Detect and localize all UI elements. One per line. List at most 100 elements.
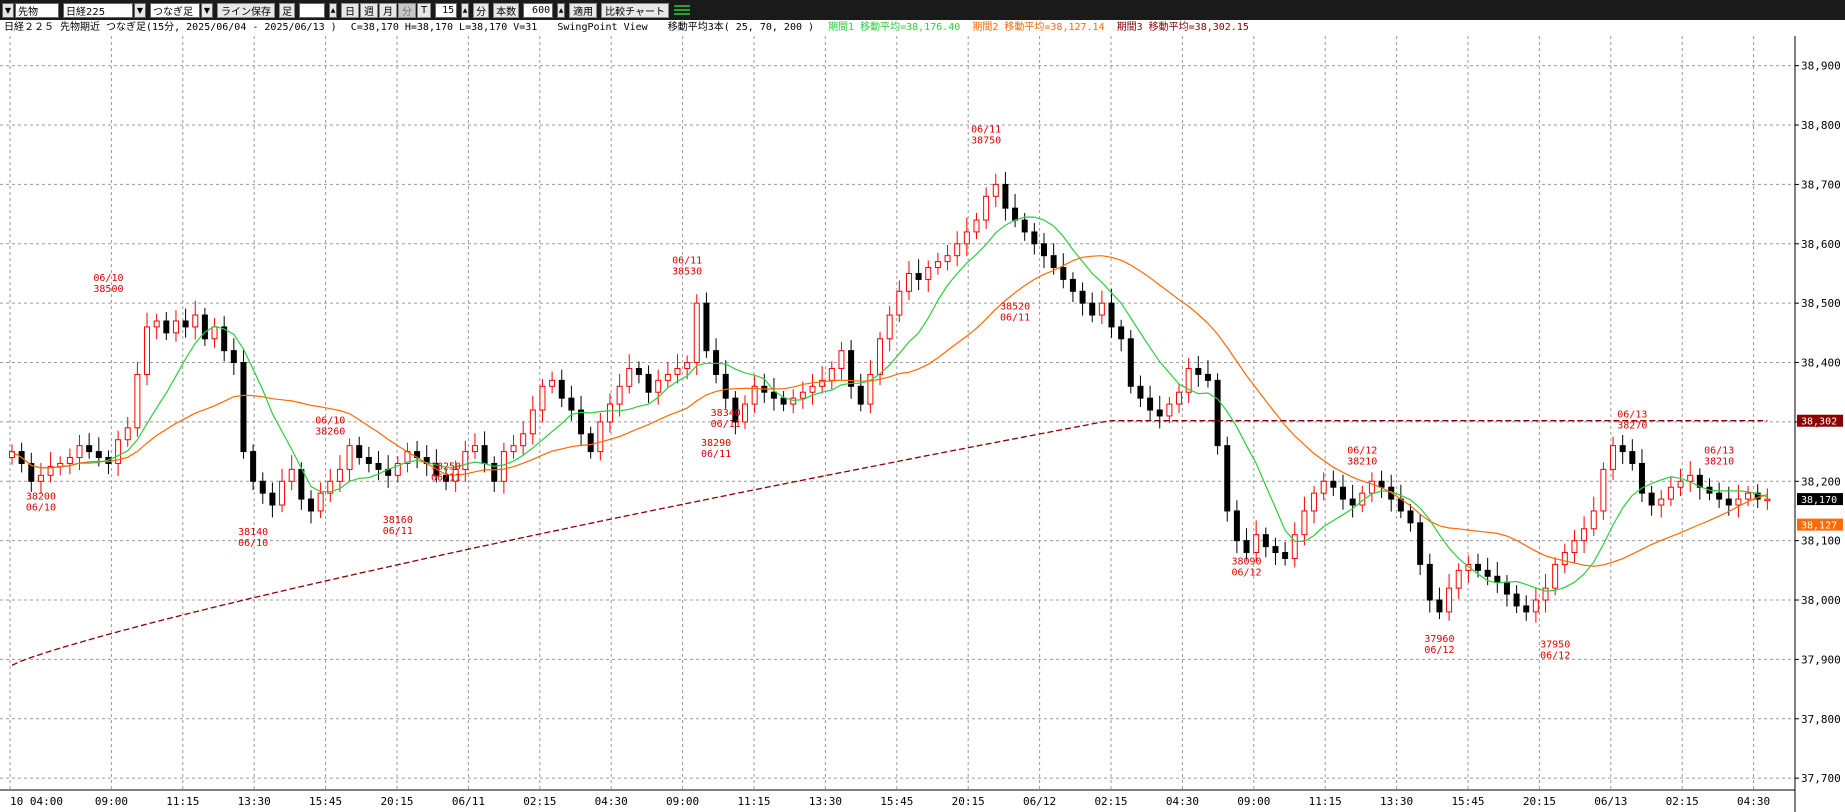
candle-body bbox=[549, 379, 556, 387]
apply-button[interactable]: 適用 bbox=[569, 2, 598, 18]
line-save-button[interactable]: ライン保存 bbox=[217, 2, 275, 18]
view-name: SwingPoint View bbox=[557, 22, 648, 33]
symbol-select[interactable]: 日経225 ▼ bbox=[63, 2, 146, 18]
toolbar: ▼ 先物 日経225 ▼ つなぎ足 ▼ ライン保存 足 ▲ 日 週 月 分 T … bbox=[0, 0, 1845, 20]
candle-body bbox=[1262, 534, 1269, 548]
candle-body bbox=[66, 457, 73, 464]
candle-body bbox=[722, 373, 729, 399]
candle-body bbox=[693, 302, 700, 364]
spin-icon[interactable]: ▲ bbox=[557, 2, 566, 18]
candle-body bbox=[28, 462, 35, 482]
spin-icon[interactable]: ▲ bbox=[461, 2, 470, 18]
contract-select[interactable]: つなぎ足 ▼ bbox=[150, 2, 213, 18]
candle-body bbox=[124, 427, 131, 441]
candle-body bbox=[1475, 563, 1482, 571]
candle-body bbox=[799, 391, 806, 399]
candle-body bbox=[1021, 219, 1028, 233]
candle-body bbox=[1696, 474, 1703, 488]
candle-body bbox=[539, 385, 546, 411]
price-tag-bg bbox=[1797, 414, 1843, 427]
candle-body bbox=[481, 445, 488, 464]
x-tick-label: 02:15 bbox=[523, 795, 556, 808]
candle-body bbox=[1426, 563, 1433, 601]
y-tick-label: 38,900 bbox=[1801, 60, 1841, 73]
foot-input[interactable] bbox=[299, 2, 325, 18]
period-button-day[interactable]: 日 bbox=[341, 2, 359, 18]
candle-body bbox=[288, 468, 295, 482]
candle-body bbox=[201, 314, 208, 340]
candle-body bbox=[1735, 498, 1742, 506]
candle-body bbox=[742, 403, 749, 423]
candle-body bbox=[259, 480, 266, 494]
candle-body bbox=[732, 397, 739, 423]
candle-body bbox=[1648, 492, 1655, 506]
candle-body bbox=[1204, 373, 1211, 381]
x-tick-label: 13:30 bbox=[809, 795, 842, 808]
contract-select-value[interactable]: つなぎ足 bbox=[150, 2, 200, 18]
period-button-month[interactable]: 月 bbox=[379, 2, 397, 18]
foot-label: 足 bbox=[279, 2, 295, 18]
candle-body bbox=[1378, 480, 1385, 488]
interval-unit-label: 分 bbox=[473, 2, 490, 18]
compare-chart-button[interactable]: 比較チャート bbox=[601, 2, 670, 18]
swing-date: 06/11 bbox=[711, 419, 741, 430]
ohlcv-readout: C=38,170 H=38,170 L=38,170 V=31 bbox=[350, 22, 538, 33]
x-tick-label: 04:30 bbox=[595, 795, 628, 808]
candle-body bbox=[1532, 599, 1539, 613]
swing-price: 38160 bbox=[383, 515, 413, 526]
x-tick-label: 13:30 bbox=[238, 795, 271, 808]
candle-body bbox=[269, 492, 276, 506]
bar-count-label: 本数 bbox=[493, 2, 520, 18]
candle-body bbox=[1311, 492, 1318, 512]
swing-price: 38520 bbox=[1000, 301, 1030, 312]
candle-body bbox=[1436, 599, 1443, 613]
bar-count-input[interactable]: 600 bbox=[523, 2, 554, 18]
candle-body bbox=[780, 397, 787, 405]
candle-body bbox=[896, 290, 903, 316]
candle-body bbox=[500, 451, 507, 482]
market-select[interactable]: ▼ 先物 bbox=[2, 2, 59, 18]
x-tick-label: 09:00 bbox=[1237, 795, 1270, 808]
interval-input[interactable]: 15 bbox=[435, 2, 458, 18]
y-tick-label: 38,600 bbox=[1801, 238, 1841, 251]
candle-body bbox=[1677, 480, 1684, 488]
swing-price: 38340 bbox=[711, 408, 741, 419]
candle-body bbox=[1638, 462, 1645, 494]
candle-body bbox=[645, 373, 652, 393]
x-tick-label: 20:15 bbox=[952, 795, 985, 808]
candle-body bbox=[1561, 552, 1568, 565]
candle-body bbox=[327, 480, 334, 494]
y-tick-label: 37,700 bbox=[1801, 772, 1841, 785]
chevron-down-icon[interactable]: ▼ bbox=[2, 2, 14, 18]
x-tick-label: 15:45 bbox=[1451, 795, 1484, 808]
period-button-minute[interactable]: 分 bbox=[398, 2, 416, 18]
spin-icon[interactable]: ▲ bbox=[329, 2, 337, 18]
candle-body bbox=[1282, 552, 1289, 559]
period-button-tick[interactable]: T bbox=[417, 2, 432, 18]
period-button-week[interactable]: 週 bbox=[360, 2, 378, 18]
price-chart[interactable]: 38,900 38,800 38,700 38,600 38,500 38,400 38,3… bbox=[0, 20, 1845, 812]
candle-body bbox=[1600, 468, 1607, 512]
swing-date: 06/10 bbox=[26, 502, 56, 513]
candle-body bbox=[674, 367, 681, 375]
swing-price: 38500 bbox=[93, 284, 123, 295]
swing-date: 06/11 bbox=[701, 449, 731, 460]
chevron-down-icon[interactable]: ▼ bbox=[134, 2, 146, 18]
candle-body bbox=[1127, 338, 1134, 387]
ma2-line bbox=[11, 255, 1768, 567]
market-select-value[interactable]: 先物 bbox=[15, 2, 59, 18]
chart-lines-icon[interactable] bbox=[673, 3, 691, 17]
candle-body bbox=[520, 433, 527, 447]
candle-body bbox=[1031, 231, 1038, 245]
symbol-select-value[interactable]: 日経225 bbox=[63, 2, 133, 18]
chevron-down-icon[interactable]: ▼ bbox=[201, 2, 213, 18]
candle-body bbox=[1581, 528, 1588, 542]
